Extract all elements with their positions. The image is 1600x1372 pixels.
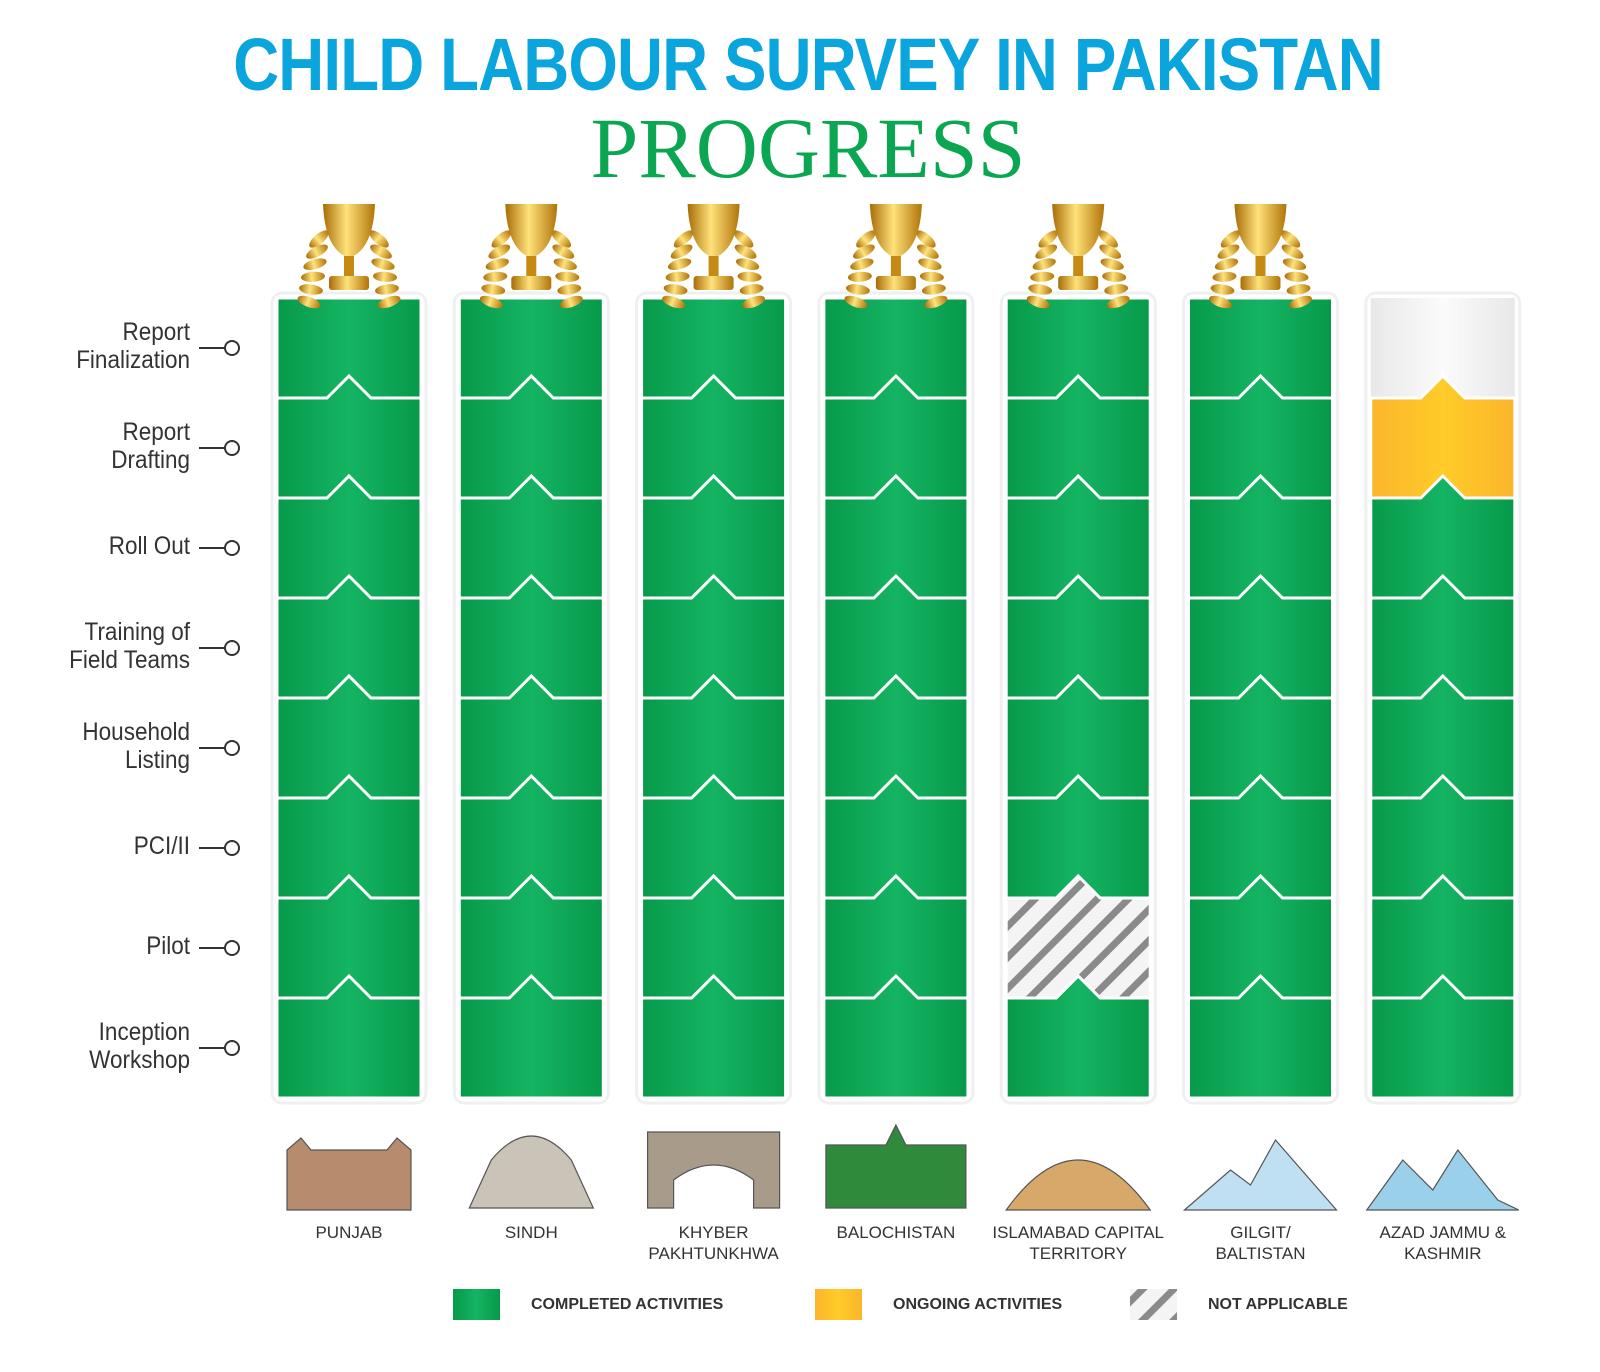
region-label: GILGIT/ BALTISTAN — [1215, 1223, 1306, 1263]
row-label: Report Drafting — [111, 418, 190, 474]
cell-completed — [457, 973, 605, 1100]
region-label: KHYBER PAKHTUNKHWA — [648, 1223, 779, 1263]
cell-completed — [1004, 973, 1152, 1100]
legend-label-ongoing: ONGOING ACTIVITIES — [893, 1296, 1063, 1313]
region-label: PUNJAB — [315, 1223, 383, 1242]
punjab-fort-icon — [286, 1137, 412, 1211]
cell-pending — [1370, 298, 1515, 398]
connector-dot — [224, 540, 240, 556]
row-label: PCI/II — [133, 832, 190, 860]
row-label: Pilot — [146, 932, 190, 960]
region-label: SINDH — [504, 1223, 558, 1242]
trophy-icon — [479, 204, 583, 309]
gilgit-mountains-icon — [1182, 1138, 1338, 1211]
cell-completed — [1369, 973, 1517, 1100]
connector-dot — [224, 840, 240, 856]
islamabad-monument-icon — [1005, 1159, 1152, 1211]
trophy-icon — [297, 204, 401, 309]
connector-dot — [224, 640, 240, 656]
legend-swatch-completed — [453, 1289, 500, 1320]
legend-swatch-not_applicable — [1130, 1289, 1177, 1320]
row-label: Training of Field Teams — [69, 618, 190, 674]
region-label: ISLAMABAD CAPITAL TERRITORY — [992, 1223, 1164, 1263]
connector-dot — [224, 1040, 240, 1056]
legend-swatch-ongoing — [815, 1289, 862, 1320]
chart-title: CHILD LABOUR SURVEY IN PAKISTAN — [233, 23, 1383, 106]
region-label: AZAD JAMMU & KASHMIR — [1379, 1223, 1507, 1263]
row-label: Report Finalization — [76, 318, 190, 374]
trophy-icon — [662, 204, 766, 309]
balochistan-building-icon — [825, 1123, 967, 1209]
region-label: BALOCHISTAN — [836, 1223, 956, 1242]
connector-dot — [224, 940, 240, 956]
row-label: Inception Workshop — [89, 1018, 190, 1074]
connector-dot — [224, 740, 240, 756]
connector-dot — [224, 440, 240, 456]
trophy-icon — [844, 204, 948, 309]
cell-completed — [1187, 973, 1334, 1100]
trophy-icon — [1209, 204, 1312, 309]
legend-label-completed: COMPLETED ACTIVITIES — [531, 1296, 724, 1313]
row-label: Household Listing — [82, 718, 190, 774]
cell-completed — [640, 973, 788, 1100]
cell-completed — [275, 973, 423, 1100]
sindh-mausoleum-icon — [468, 1135, 595, 1209]
trophy-icon — [1026, 204, 1130, 309]
row-label: Roll Out — [108, 532, 190, 560]
legend-label-not_applicable: NOT APPLICABLE — [1208, 1296, 1348, 1313]
kp-gate-icon — [647, 1131, 781, 1209]
chart-subtitle: PROGRESS — [590, 100, 1026, 196]
connector-dot — [224, 340, 240, 356]
cell-completed — [822, 973, 970, 1100]
ajk-mountains-icon — [1365, 1148, 1520, 1211]
